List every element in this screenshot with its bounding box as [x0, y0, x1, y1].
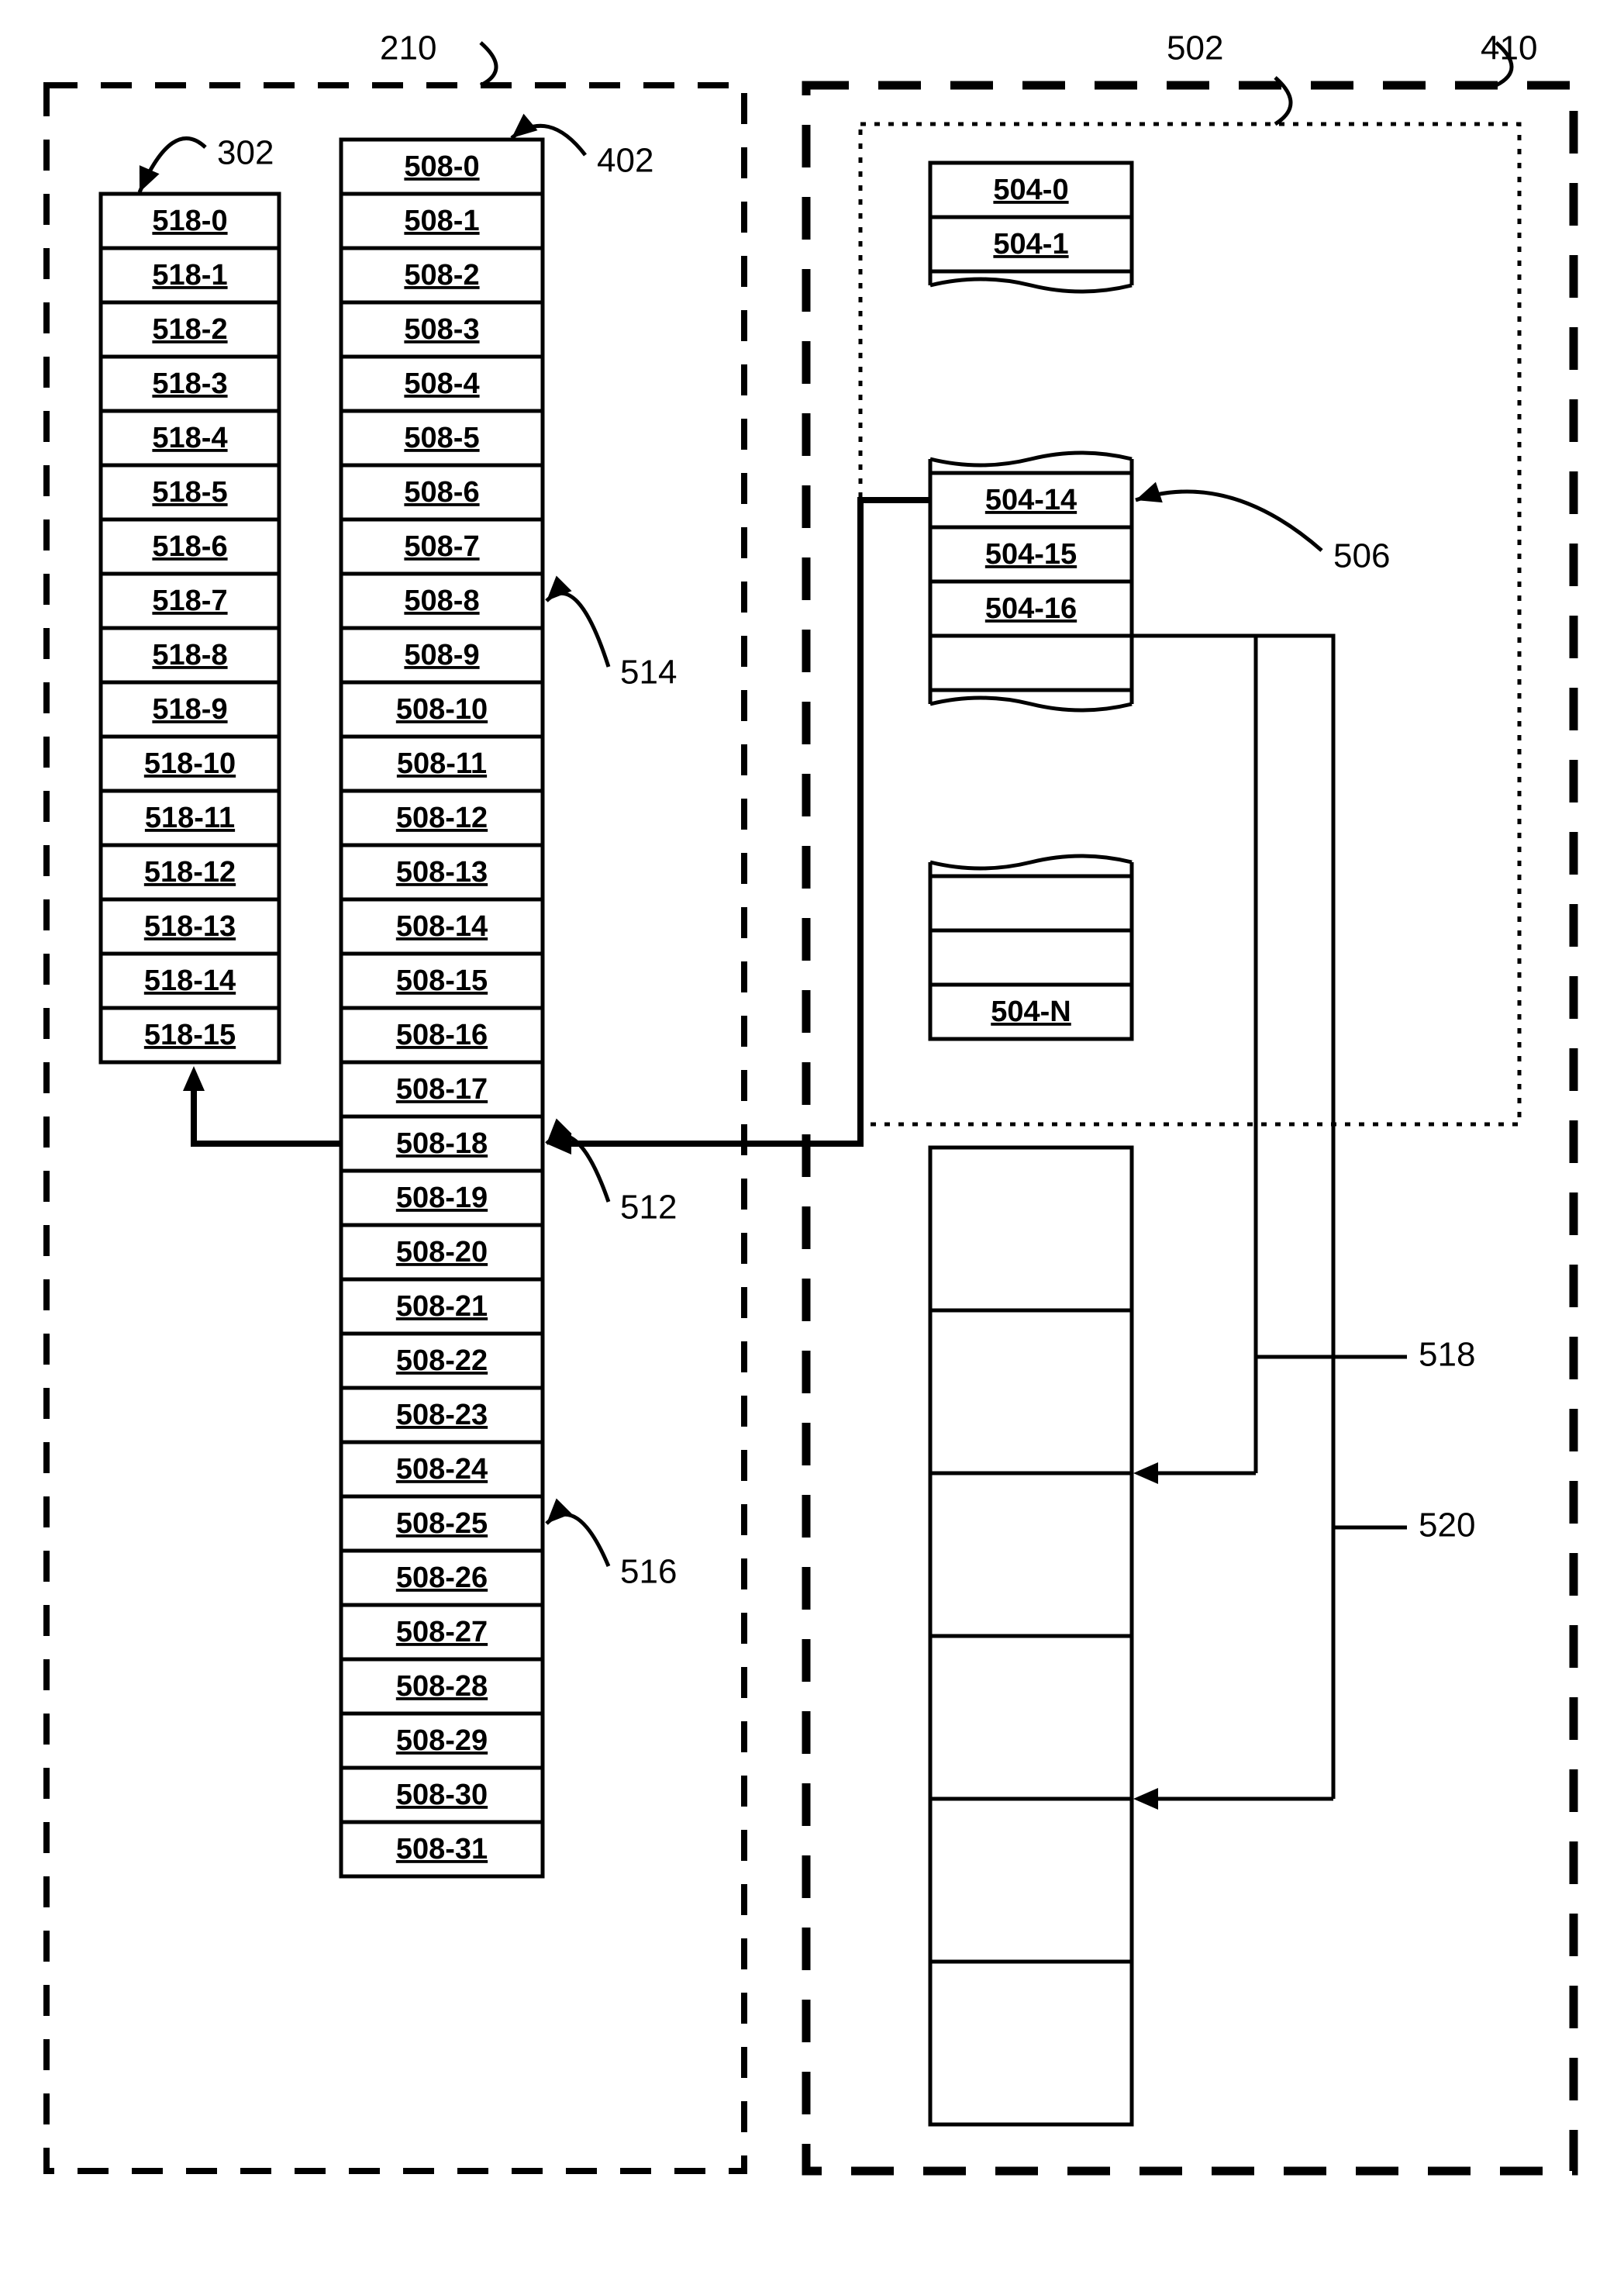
col-518-label-2: 518-2: [152, 313, 227, 346]
col-518-label-11: 518-11: [145, 802, 235, 834]
col-508-label-19: 508-19: [396, 1182, 488, 1214]
col-508-label-16: 508-16: [396, 1019, 488, 1051]
diagram-root: 210410502518-0518-1518-2518-3518-4518-55…: [0, 0, 1624, 2271]
col-518: 518-0 518-1 518-2 518-3 518-4 518-5 518-6 518-7…: [101, 194, 279, 1062]
col-508-label-31: 508-31: [396, 1833, 488, 1865]
col-508-label-8: 508-8: [404, 585, 479, 617]
col-518-label-8: 518-8: [152, 639, 227, 671]
col-504-c-cell-1: [930, 930, 1132, 985]
col-big-cell-1: [930, 1310, 1132, 1473]
col-504-b-label-1: 504-15: [985, 538, 1077, 571]
col-504-c-cell-0: [930, 876, 1132, 930]
col-504-b-label-0: 504-14: [985, 484, 1077, 516]
col-508-label-20: 508-20: [396, 1236, 488, 1268]
col-508-label-11: 508-11: [397, 747, 487, 780]
col-504-a-label-0: 504-0: [993, 174, 1068, 206]
col-518-label-0: 518-0: [152, 205, 227, 237]
col-508-label-3: 508-3: [404, 313, 479, 346]
ref-514: 514: [620, 654, 677, 692]
container-210-label: 210: [380, 29, 436, 67]
col-508-label-2: 508-2: [404, 259, 479, 292]
col-508-label-6: 508-6: [404, 476, 479, 509]
col-508-label-9: 508-9: [404, 639, 479, 671]
col-504-b-label-2: 504-16: [985, 592, 1077, 625]
col-508-label-22: 508-22: [396, 1344, 488, 1377]
col-508-label-7: 508-7: [404, 530, 479, 563]
col-518-label-4: 518-4: [152, 422, 227, 454]
col-508-label-26: 508-26: [396, 1562, 488, 1594]
col-508-label-14: 508-14: [396, 910, 488, 943]
col-big: [930, 1148, 1132, 2124]
col-508-label-5: 508-5: [404, 422, 479, 454]
col-508-label-1: 508-1: [404, 205, 479, 237]
col-508-label-12: 508-12: [396, 802, 488, 834]
col-big-cell-0: [930, 1148, 1132, 1310]
col-508: 508-0 508-1 508-2 508-3 508-4 508-5 508-6 508-7…: [341, 140, 543, 1876]
ref-512: 512: [620, 1189, 677, 1227]
container-502-label: 502: [1167, 29, 1223, 67]
col-508-label-21: 508-21: [396, 1290, 488, 1323]
col-504-a-label-1: 504-1: [993, 228, 1068, 261]
ref-518: 518: [1419, 1336, 1475, 1374]
col-518-label-9: 518-9: [152, 693, 227, 726]
col-518-label-7: 518-7: [152, 585, 227, 617]
col-508-label-10: 508-10: [396, 693, 488, 726]
col-518-label-10: 518-10: [144, 747, 236, 780]
col-518-label-3: 518-3: [152, 368, 227, 400]
col-518-label-12: 518-12: [144, 856, 236, 889]
col-508-label-15: 508-15: [396, 965, 488, 997]
ref-402: 402: [597, 142, 653, 180]
ref-302: 302: [217, 134, 274, 172]
col-518-label-1: 518-1: [152, 259, 227, 292]
col-508-label-17: 508-17: [396, 1073, 488, 1106]
col-508-label-4: 508-4: [404, 368, 479, 400]
col-504-a: 504-0 504-1: [930, 163, 1132, 271]
col-508-label-23: 508-23: [396, 1399, 488, 1431]
col-504-b: 504-14 504-15 504-16: [930, 473, 1132, 636]
col-518-label-5: 518-5: [152, 476, 227, 509]
col-big-cell-3: [930, 1636, 1132, 1799]
col-508-label-29: 508-29: [396, 1724, 488, 1757]
col-big-cell-4: [930, 1799, 1132, 1962]
col-518-label-14: 518-14: [144, 965, 236, 997]
col-508-label-13: 508-13: [396, 856, 488, 889]
col-big-cell-5: [930, 1962, 1132, 2124]
col-518-label-15: 518-15: [144, 1019, 236, 1051]
ref-516: 516: [620, 1553, 677, 1591]
col-508-label-27: 508-27: [396, 1616, 488, 1648]
col-508-label-18: 508-18: [396, 1127, 488, 1160]
col-508-label-0: 508-0: [404, 150, 479, 183]
col-518-label-6: 518-6: [152, 530, 227, 563]
col-504-c: 504-N: [930, 876, 1132, 1039]
col-508-label-25: 508-25: [396, 1507, 488, 1540]
col-508-label-30: 508-30: [396, 1779, 488, 1811]
col-big-cell-2: [930, 1473, 1132, 1636]
col-508-label-24: 508-24: [396, 1453, 488, 1486]
col-504-c-label-2: 504-N: [991, 996, 1071, 1028]
ref-506: 506: [1333, 537, 1390, 575]
col-508-label-28: 508-28: [396, 1670, 488, 1703]
col-518-label-13: 518-13: [144, 910, 236, 943]
ref-520: 520: [1419, 1507, 1475, 1544]
